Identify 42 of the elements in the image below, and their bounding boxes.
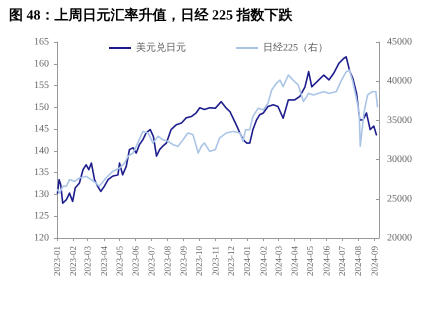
- x-tick-label: 2024-07: [337, 246, 348, 276]
- x-tick-label: 2024-09: [369, 246, 380, 276]
- chart-title: 图 48：上周日元汇率升值，日经 225 指数下跌: [9, 6, 294, 24]
- x-tick-label: 2023-10: [194, 246, 204, 276]
- y-tick-label: 150: [34, 102, 49, 113]
- x-tick-label: 2024-06: [321, 246, 332, 276]
- y-tick-label: 135: [34, 167, 49, 178]
- y2-tick-label: 20000: [387, 232, 412, 244]
- legend-label: 日经225（右）: [263, 42, 328, 54]
- y-tick-label: 130: [34, 188, 49, 200]
- y-tick-label: 165: [34, 36, 49, 48]
- y-tick-label: 155: [34, 80, 49, 92]
- x-tick-label: 2023-01: [52, 246, 62, 276]
- x-tick-label: 2024-04: [290, 246, 300, 276]
- x-tick-label: 2024-01: [242, 246, 252, 276]
- x-tick-label: 2023-06: [130, 246, 141, 276]
- x-tick-label: 2024-08: [353, 246, 364, 276]
- y-tick-label: 145: [34, 124, 49, 135]
- y2-tick-label: 35000: [387, 114, 412, 126]
- x-tick-label: 2023-03: [82, 246, 93, 276]
- x-tick-label: 2024-02: [258, 246, 268, 276]
- x-tick-label: 2023-09: [178, 246, 189, 276]
- y-tick-label: 140: [34, 145, 49, 156]
- legend-label: 美元兑日元: [136, 42, 186, 54]
- x-tick-label: 2023-08: [162, 246, 172, 276]
- line-series: [56, 69, 378, 194]
- y2-tick-label: 25000: [387, 193, 412, 204]
- x-tick-label: 2023-12: [226, 246, 236, 276]
- line-series: [56, 56, 378, 204]
- y-tick-label: 125: [34, 210, 49, 222]
- y2-tick-label: 45000: [387, 36, 412, 48]
- y-tick-label: 160: [34, 58, 49, 70]
- x-tick-label: 2023-07: [146, 246, 156, 276]
- y2-tick-label: 40000: [387, 76, 412, 87]
- y2-tick-label: 30000: [387, 154, 412, 166]
- x-tick-label: 2023-05: [114, 246, 125, 276]
- x-tick-label: 2023-04: [98, 246, 109, 276]
- x-tick-label: 2023-02: [68, 246, 78, 276]
- x-tick-label: 2023-11: [210, 246, 220, 276]
- x-tick-label: 2024-05: [305, 246, 316, 276]
- x-tick-label: 2024-03: [273, 246, 284, 276]
- y-tick-label: 120: [34, 232, 49, 244]
